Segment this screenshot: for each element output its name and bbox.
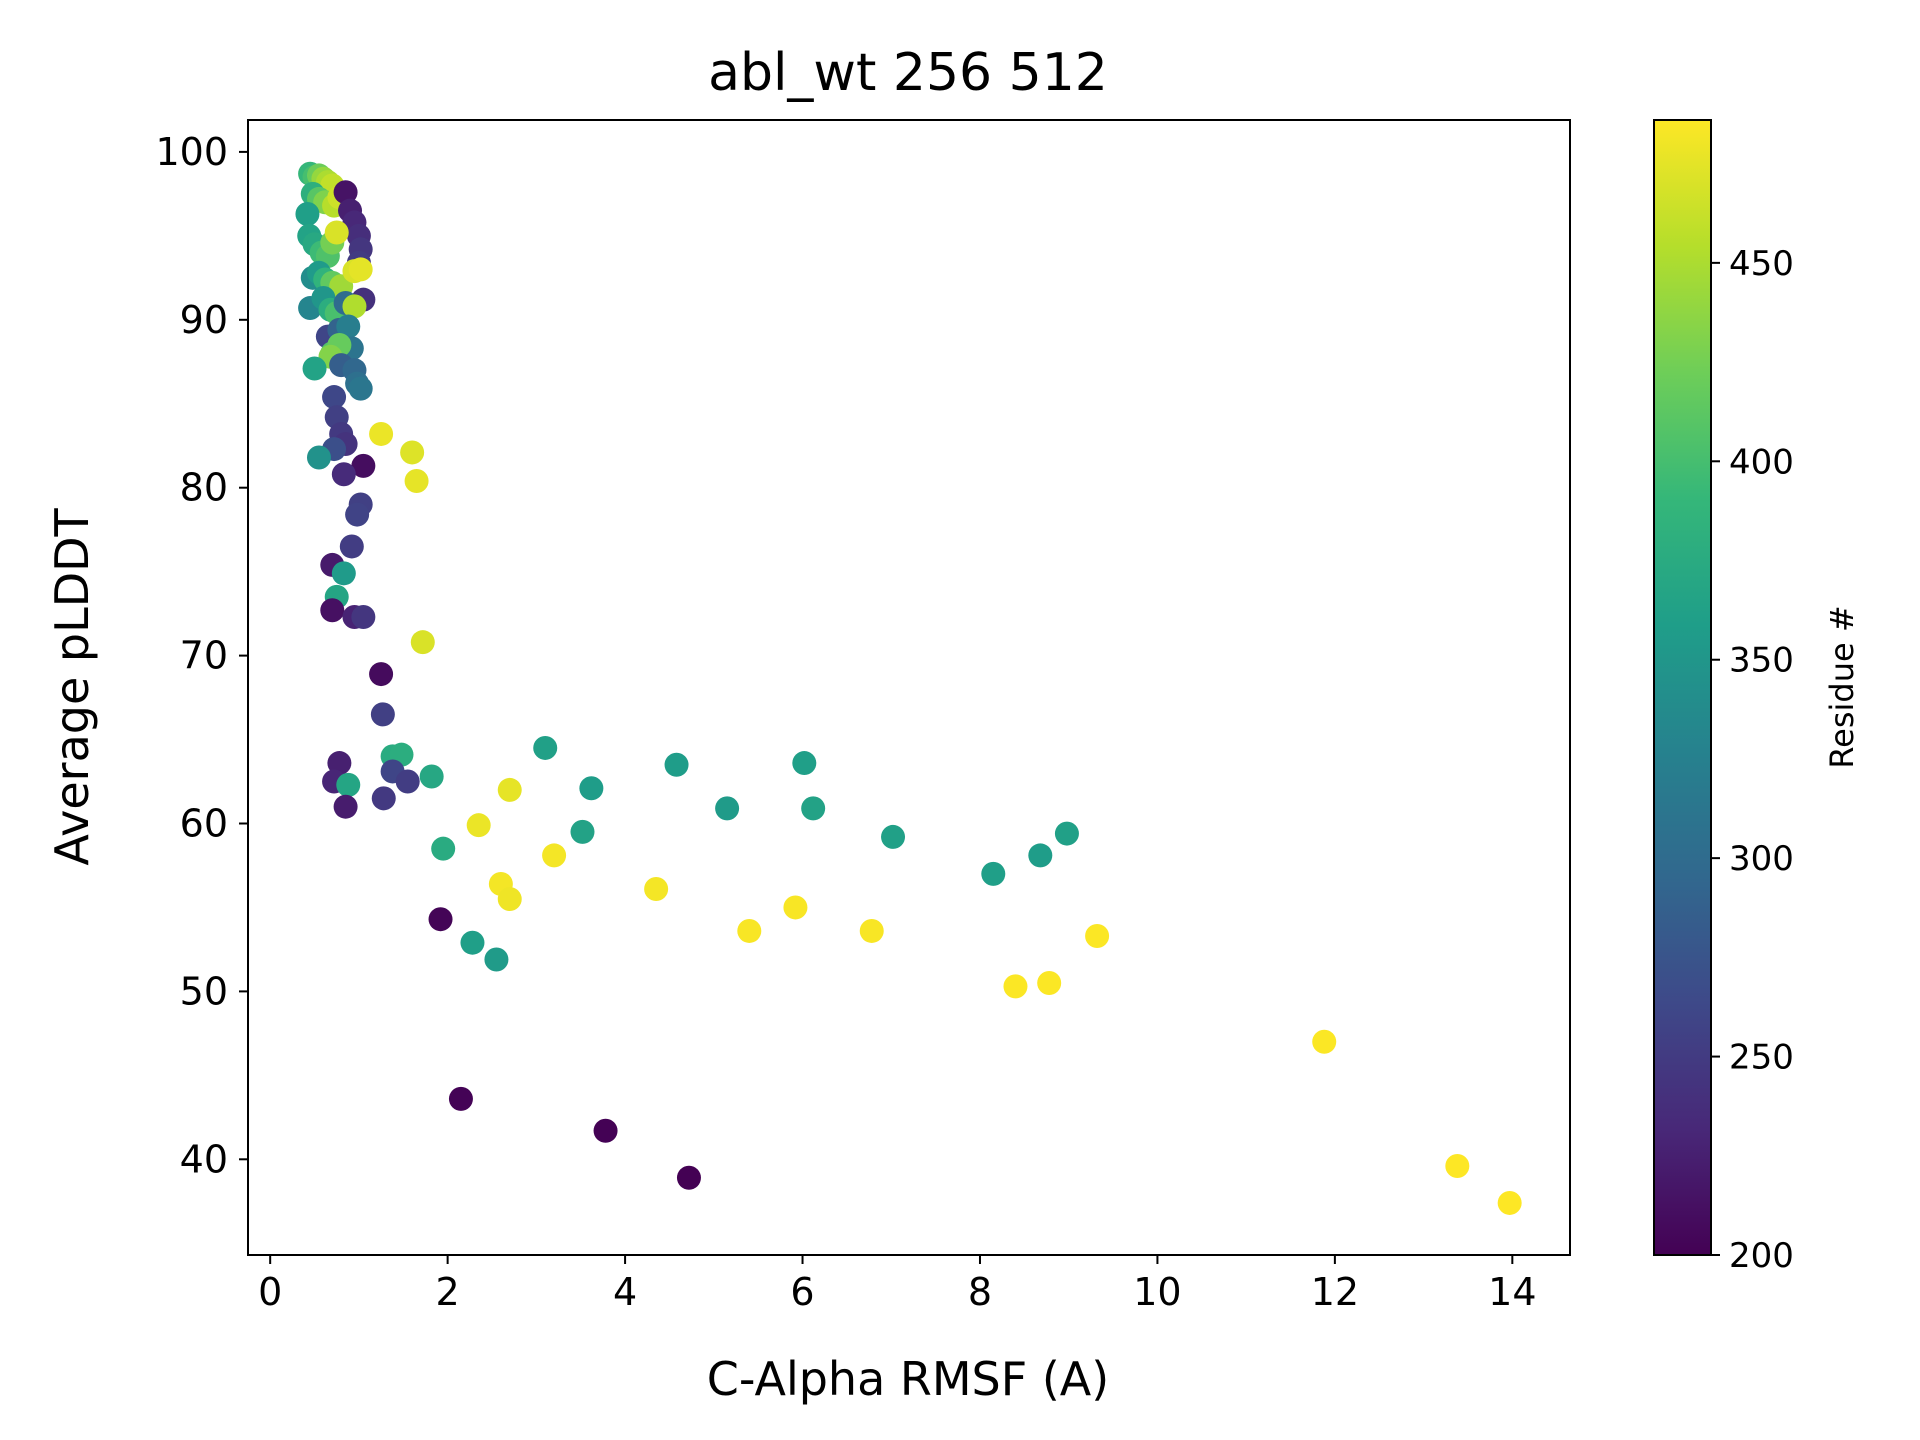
data-point-103 bbox=[881, 824, 906, 849]
data-point-31 bbox=[348, 257, 373, 282]
data-point-107 bbox=[1037, 971, 1062, 996]
data-point-50 bbox=[322, 385, 347, 410]
x-axis-label: C-Alpha RMSF (A) bbox=[707, 1352, 1109, 1406]
data-point-11 bbox=[333, 180, 358, 205]
data-point-112 bbox=[593, 1118, 618, 1143]
colorbar-tick-label: 450 bbox=[1729, 244, 1794, 284]
x-tick-label: 0 bbox=[258, 1270, 282, 1314]
data-point-86 bbox=[484, 947, 509, 972]
data-point-64 bbox=[320, 598, 345, 623]
data-point-82 bbox=[419, 764, 444, 789]
colorbar bbox=[1653, 119, 1712, 1256]
data-point-85 bbox=[460, 930, 485, 955]
y-tick-label: 60 bbox=[180, 801, 228, 845]
data-point-59 bbox=[345, 502, 370, 527]
x-tick-label: 10 bbox=[1133, 1270, 1181, 1314]
data-points bbox=[295, 161, 1522, 1215]
data-point-67 bbox=[369, 421, 394, 446]
data-point-87 bbox=[466, 813, 491, 838]
x-tick-label: 8 bbox=[968, 1270, 992, 1314]
data-point-49 bbox=[348, 376, 373, 401]
data-point-106 bbox=[1028, 843, 1053, 868]
data-point-62 bbox=[331, 561, 356, 586]
data-point-93 bbox=[579, 776, 604, 801]
x-tick-label: 12 bbox=[1311, 1270, 1359, 1314]
x-axis-ticks: 0 2 4 6 8 10 12 14 bbox=[258, 1255, 1537, 1314]
colorbar-tick-label: 400 bbox=[1729, 442, 1794, 482]
data-point-96 bbox=[664, 752, 689, 777]
data-point-83 bbox=[431, 836, 456, 861]
y-axis-ticks: 40 50 60 70 80 90 100 bbox=[155, 130, 248, 1181]
data-point-68 bbox=[400, 440, 425, 465]
y-tick-label: 50 bbox=[180, 969, 228, 1013]
data-point-77 bbox=[371, 786, 396, 811]
data-point-40 bbox=[336, 314, 361, 339]
data-point-71 bbox=[369, 662, 394, 687]
data-point-57 bbox=[331, 462, 356, 487]
data-point-113 bbox=[676, 1165, 701, 1190]
x-tick-label: 14 bbox=[1488, 1270, 1536, 1314]
plot-frame bbox=[247, 119, 1571, 1256]
data-point-18 bbox=[295, 202, 320, 227]
data-point-81 bbox=[395, 769, 420, 794]
colorbar-label: Residue # bbox=[1823, 605, 1861, 768]
data-point-110 bbox=[1312, 1029, 1337, 1054]
data-point-108 bbox=[1054, 821, 1079, 846]
data-point-73 bbox=[327, 751, 352, 776]
data-point-100 bbox=[792, 751, 817, 776]
data-point-76 bbox=[333, 794, 358, 819]
data-point-66 bbox=[351, 604, 376, 629]
colorbar-tick-label: 300 bbox=[1729, 839, 1794, 879]
y-tick-label: 90 bbox=[180, 298, 228, 342]
colorbar-tick-label: 350 bbox=[1729, 641, 1794, 681]
y-tick-label: 100 bbox=[155, 130, 228, 174]
data-point-70 bbox=[410, 630, 435, 655]
data-point-98 bbox=[737, 918, 762, 943]
data-point-56 bbox=[351, 453, 376, 478]
data-point-55 bbox=[306, 445, 331, 470]
y-axis-label: Average pLDDT bbox=[45, 507, 99, 865]
data-point-97 bbox=[715, 796, 740, 821]
data-point-72 bbox=[370, 702, 395, 727]
data-point-114 bbox=[1445, 1154, 1470, 1179]
x-tick-label: 4 bbox=[613, 1270, 637, 1314]
y-tick-label: 40 bbox=[180, 1137, 228, 1181]
colorbar-tick-label: 200 bbox=[1729, 1236, 1794, 1276]
data-point-104 bbox=[981, 861, 1006, 886]
data-point-109 bbox=[1085, 923, 1110, 948]
x-tick-label: 6 bbox=[790, 1270, 814, 1314]
data-point-84 bbox=[428, 907, 453, 932]
colorbar-tick-label: 250 bbox=[1729, 1038, 1794, 1078]
y-tick-label: 70 bbox=[180, 634, 228, 678]
data-point-115 bbox=[1497, 1190, 1522, 1215]
chart-title: abl_wt 256 512 bbox=[708, 43, 1108, 103]
data-point-111 bbox=[448, 1086, 473, 1111]
data-point-105 bbox=[1003, 974, 1028, 999]
data-point-37 bbox=[342, 294, 367, 319]
data-point-60 bbox=[339, 534, 364, 559]
data-point-102 bbox=[859, 918, 884, 943]
data-point-45 bbox=[302, 356, 327, 381]
colorbar-ticks: 200 250 300 350 400 450 bbox=[1711, 244, 1794, 1276]
data-point-94 bbox=[570, 819, 595, 844]
data-point-69 bbox=[404, 468, 429, 493]
data-point-24 bbox=[324, 220, 349, 245]
data-point-101 bbox=[801, 796, 826, 821]
data-point-90 bbox=[497, 887, 522, 912]
data-point-88 bbox=[497, 777, 522, 802]
data-point-91 bbox=[542, 843, 567, 868]
data-point-92 bbox=[533, 735, 558, 760]
data-point-99 bbox=[783, 895, 808, 920]
y-tick-label: 80 bbox=[180, 466, 228, 510]
data-point-75 bbox=[336, 772, 361, 797]
data-point-95 bbox=[644, 876, 669, 901]
x-tick-label: 2 bbox=[436, 1270, 460, 1314]
